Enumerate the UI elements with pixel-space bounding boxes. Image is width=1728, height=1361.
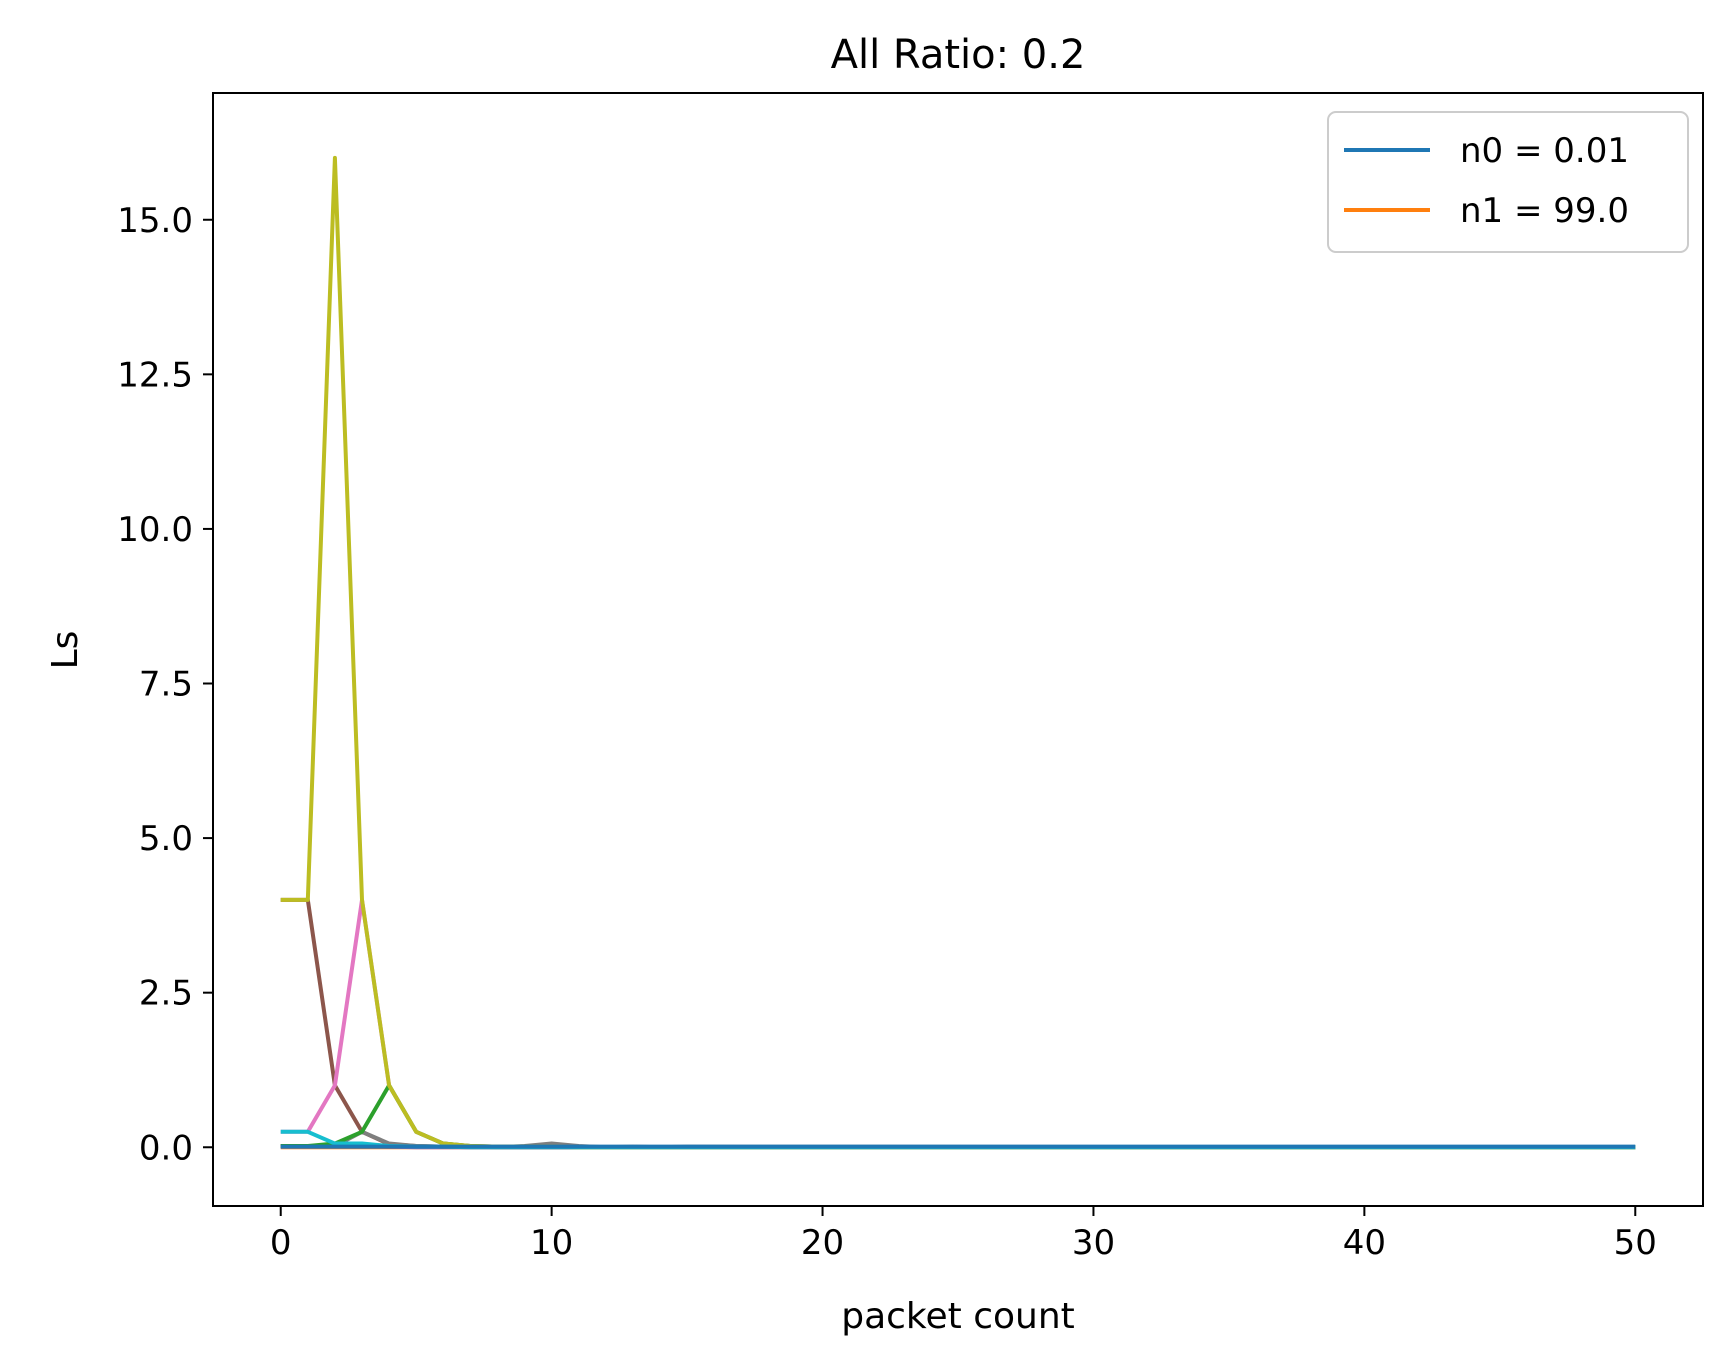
legend-box [1327,111,1689,253]
y-axis: 0.0 2.5 5.0 7.5 10.0 12.5 15.0 [117,201,213,1168]
y-tick-label: 5.0 [139,819,193,859]
y-tick-label: 2.5 [139,974,193,1014]
plot-frame [212,92,1704,1207]
x-axis-label: packet count [841,1296,1075,1337]
plot-area [213,93,1703,1206]
x-tick-label: 50 [1614,1223,1657,1263]
y-tick-label: 10.0 [117,510,193,550]
y-tick-label: 15.0 [117,201,193,241]
legend-label-n1: n1 = 99.0 [1460,191,1629,231]
y-tick-label: 0.0 [139,1128,193,1168]
x-tick-label: 30 [1072,1223,1115,1263]
legend-label-n0: n0 = 0.01 [1460,131,1629,171]
x-tick-label: 40 [1343,1223,1386,1263]
x-tick-label: 10 [530,1223,573,1263]
chart-title: All Ratio: 0.2 [831,32,1086,78]
x-tick-label: 20 [801,1223,844,1263]
legend: n0 = 0.01 n1 = 99.0 [1327,111,1689,253]
y-tick-label: 7.5 [139,665,193,705]
x-tick-label: 0 [270,1223,292,1263]
y-tick-label: 12.5 [117,355,193,395]
x-axis: 0 10 20 30 40 50 [270,1206,1657,1263]
series-layer [280,155,1636,1150]
y-axis-label: Ls [45,631,86,670]
